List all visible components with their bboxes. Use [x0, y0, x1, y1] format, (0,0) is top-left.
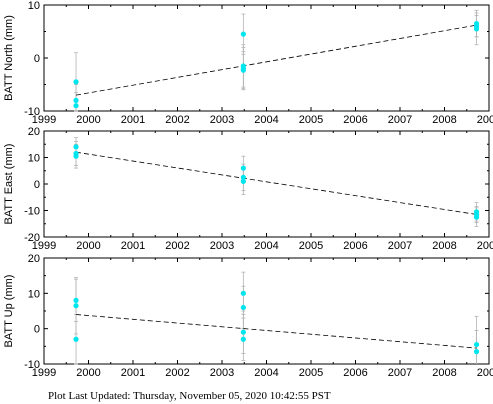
- x-tick-label: 2004: [254, 114, 278, 126]
- trend-line: [76, 314, 477, 349]
- x-tick-label: 2002: [165, 367, 189, 379]
- trend-line: [75, 24, 477, 96]
- x-tick-label: 2005: [299, 367, 323, 379]
- y-tick-label: 20: [28, 253, 40, 265]
- data-point: [73, 79, 79, 85]
- x-tick-label: 2002: [165, 240, 189, 252]
- y-tick-label: 0: [34, 179, 40, 191]
- y-tick-label: 0: [34, 53, 40, 65]
- x-tick-label: 2009: [477, 114, 493, 126]
- panels-group: 1999 2000 2001 2002 2003 2004 2005 2006 2007 2008…: [3, 0, 493, 379]
- x-tick-label: 2005: [299, 240, 323, 252]
- data-point: [473, 26, 480, 32]
- y-tick-label: 0: [34, 324, 40, 336]
- y-tick-label: -10: [24, 359, 40, 371]
- x-tick-label: 2000: [76, 240, 100, 252]
- x-tick-label: 2002: [165, 114, 189, 126]
- x-tick-label: 2000: [76, 367, 100, 379]
- data-point: [473, 214, 480, 220]
- plot-frame: [43, 257, 490, 365]
- y-axis-label-batt-east-mm: BATT East (mm): [3, 144, 15, 225]
- x-tick-label: 2008: [432, 367, 456, 379]
- x-tick-label: 2003: [210, 114, 234, 126]
- y-tick-label: 10: [28, 288, 40, 300]
- data-point: [73, 336, 79, 342]
- x-tick-label: 2009: [477, 367, 493, 379]
- x-tick-label: 2005: [299, 114, 323, 126]
- trend-line: [75, 151, 477, 215]
- y-tick-label: 10: [28, 153, 40, 165]
- panel-2: 1999 2000 2001 2002 2003 2004 2005 2006 2007 2008…: [3, 126, 493, 252]
- y-tick-label: 10: [28, 0, 40, 12]
- data-point: [240, 290, 246, 296]
- y-axis-label-batt-north-mm: BATT North (mm): [3, 15, 15, 101]
- y-axis-label-batt-up-mm: BATT Up (mm): [3, 275, 15, 348]
- x-tick-label: 2000: [76, 114, 100, 126]
- x-tick-label: 2006: [343, 114, 367, 126]
- x-tick-label: 2004: [254, 367, 278, 379]
- x-tick-label: 1999: [32, 114, 56, 126]
- x-tick-label: 2008: [432, 240, 456, 252]
- x-tick-label: 1999: [32, 240, 56, 252]
- data-point: [240, 178, 246, 184]
- data-point: [73, 303, 79, 309]
- x-tick-label: 2007: [388, 114, 412, 126]
- y-tick-label: -20: [24, 232, 40, 244]
- data-point: [240, 304, 246, 311]
- y-tick-label: -10: [24, 106, 40, 118]
- x-tick-label: 2007: [388, 240, 412, 252]
- data-point: [240, 329, 246, 335]
- data-point: [73, 297, 79, 303]
- x-tick-label: 2007: [388, 367, 412, 379]
- data-point: [73, 103, 79, 109]
- data-point: [473, 349, 480, 355]
- x-tick-label: 2006: [343, 367, 367, 379]
- x-tick-label: 2001: [121, 367, 145, 379]
- plot-frame: [43, 4, 490, 112]
- data-point: [240, 165, 246, 171]
- x-tick-label: 2008: [432, 114, 456, 126]
- data-point: [73, 144, 79, 150]
- data-point: [473, 341, 480, 348]
- x-tick-label: 2006: [343, 240, 367, 252]
- data-point: [240, 174, 246, 180]
- data-point: [240, 67, 246, 73]
- x-tick-label: 2001: [121, 114, 145, 126]
- y-tick-label: -10: [24, 206, 40, 218]
- panel-1: 1999 2000 2001 2002 2003 2004 2005 2006 2007 2008…: [3, 0, 493, 126]
- footer-updated-text: Plot Last Updated: Thursday, November 05…: [48, 390, 331, 402]
- data-point: [73, 153, 79, 159]
- data-point: [240, 31, 246, 37]
- plot-frame: [43, 130, 490, 238]
- x-tick-label: 2009: [477, 240, 493, 252]
- data-point: [240, 336, 246, 342]
- y-tick-label: 20: [28, 126, 40, 138]
- x-tick-label: 1999: [32, 367, 56, 379]
- panel-3: 1999 2000 2001 2002 2003 2004 2005 2006 2007 2008…: [3, 253, 493, 379]
- x-tick-label: 2004: [254, 240, 278, 252]
- x-tick-label: 2001: [121, 240, 145, 252]
- x-tick-label: 2003: [210, 240, 234, 252]
- data-point: [73, 97, 79, 103]
- x-tick-label: 2003: [210, 367, 234, 379]
